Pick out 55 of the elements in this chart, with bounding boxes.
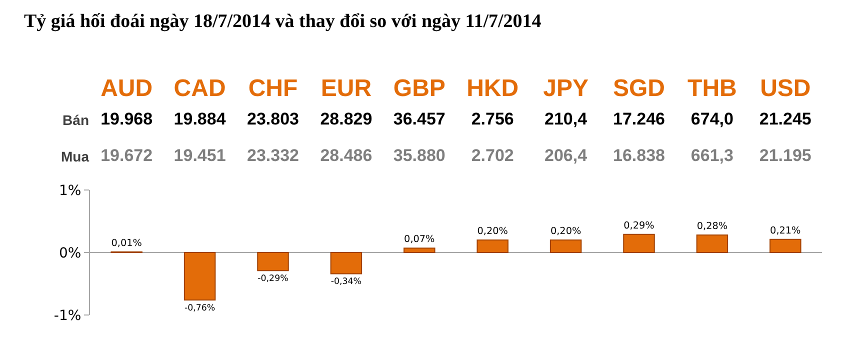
data-label: 0,07%: [404, 234, 435, 246]
category-label: THB: [688, 75, 737, 102]
data-label: 0,28%: [696, 221, 728, 232]
text: 674,0: [690, 110, 734, 128]
data-label: 0,21%: [770, 225, 801, 236]
data-label: 0,29%: [624, 220, 654, 232]
bar: [257, 252, 289, 272]
text: 2.756: [471, 110, 514, 128]
text: 35.880: [393, 146, 446, 165]
text: 19.451: [174, 146, 226, 165]
bar: [696, 234, 728, 253]
category-label: GBP: [393, 75, 446, 102]
text: 21.195: [759, 146, 812, 165]
data-label: -0,34%: [330, 277, 362, 288]
category-label: SGD: [612, 75, 666, 102]
category-label: JPY: [543, 75, 588, 102]
text: 19.968: [100, 110, 153, 128]
text: 23.332: [247, 146, 299, 165]
data-label: -0,29%: [258, 274, 288, 284]
text: 16.838: [613, 146, 665, 165]
y-tick-label: -1%: [54, 308, 82, 324]
text: 36.457: [393, 110, 446, 128]
category-label: Mua: [61, 148, 89, 165]
category-label: EUR: [320, 75, 372, 102]
data-label: 0,20%: [477, 226, 508, 238]
text: 23.803: [247, 110, 299, 128]
text: Tỷ giá hối đoái ngày 18/7/2014 và thay đổi so với ngày 11/7/2014: [23, 10, 542, 34]
text: 19.672: [100, 146, 153, 165]
category-label: CAD: [174, 75, 226, 102]
bar: [330, 252, 362, 274]
category-label: CHF: [248, 75, 298, 102]
bar: [623, 234, 655, 253]
text: 210,4: [544, 110, 588, 128]
bar: [770, 238, 802, 253]
text: 206,4: [544, 146, 588, 165]
category-label: Bán: [62, 112, 89, 128]
y-tick-label: 1%: [58, 182, 82, 199]
y-tick-label: 0%: [58, 245, 82, 262]
text: 21.245: [759, 110, 812, 128]
bar: [550, 240, 582, 253]
bar: [476, 240, 508, 253]
category-label: AUD: [100, 75, 153, 102]
text: 19.884: [174, 110, 226, 128]
bar: [184, 252, 216, 300]
text: 2.702: [471, 146, 514, 165]
text: 661,3: [690, 146, 734, 165]
category-label: USD: [760, 75, 811, 102]
bar: [404, 248, 436, 253]
category-label: HKD: [466, 75, 519, 102]
data-label: 0,01%: [111, 238, 142, 249]
text: 28.829: [320, 110, 372, 128]
text: 28.486: [320, 146, 372, 165]
text: 17.246: [613, 110, 665, 128]
data-label: -0,76%: [184, 303, 216, 314]
data-label: 0,20%: [550, 226, 582, 238]
